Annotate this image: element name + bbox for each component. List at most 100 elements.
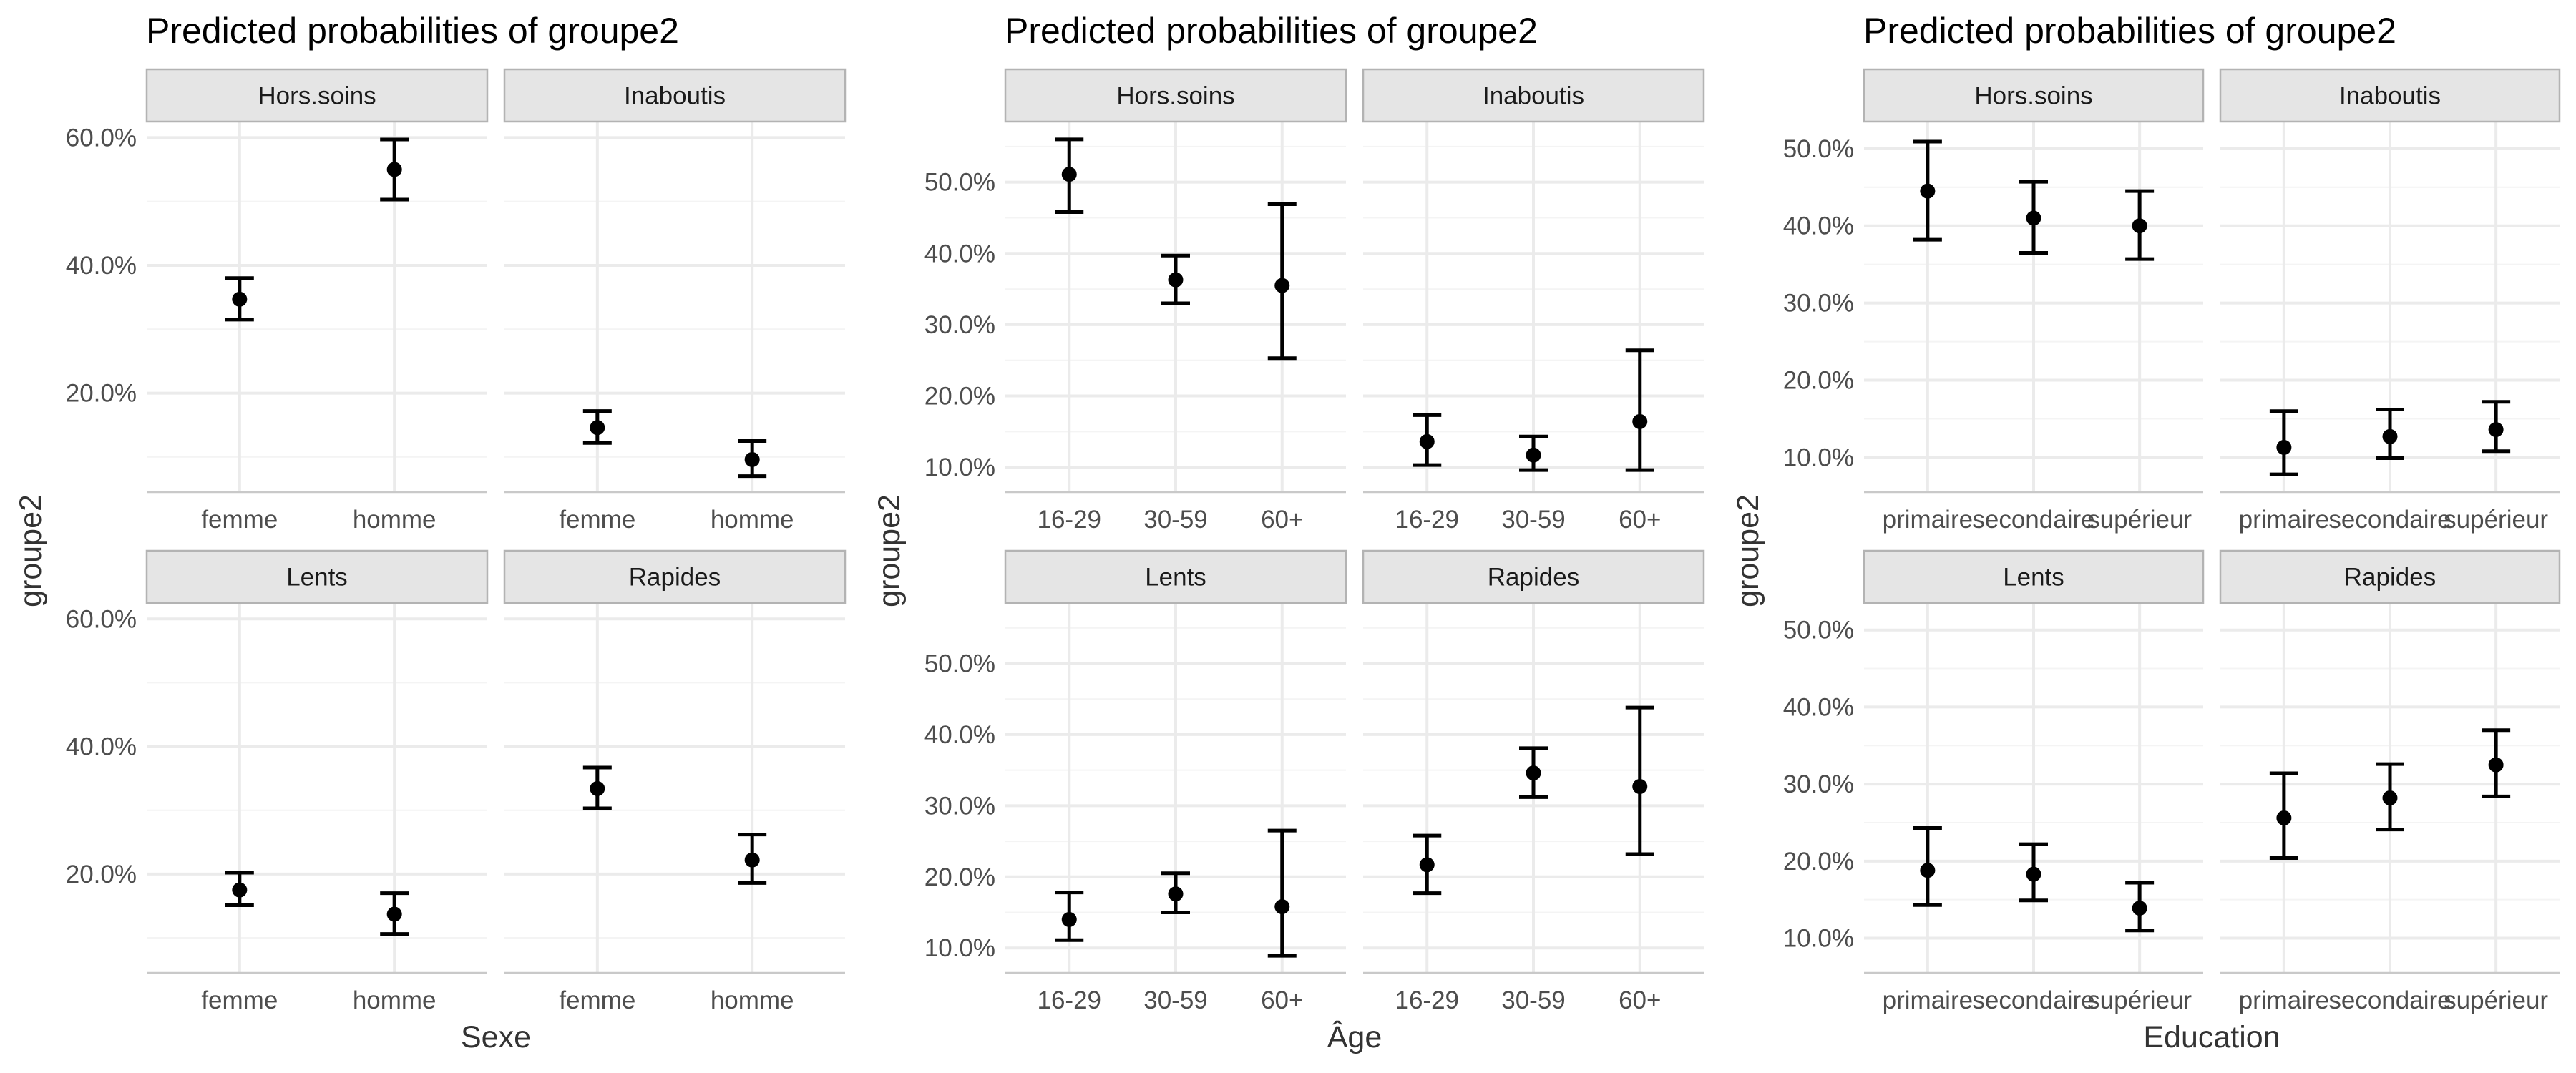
y-tick-label: 20.0% xyxy=(924,383,995,411)
x-tick-label: homme xyxy=(711,506,794,534)
y-tick-label: 20.0% xyxy=(66,380,137,408)
x-tick-label: femme xyxy=(201,506,278,534)
x-tick-label: 30-59 xyxy=(1143,986,1208,1014)
x-tick-label: secondaire xyxy=(2328,986,2451,1014)
data-point xyxy=(1632,413,1648,429)
x-tick-label: 30-59 xyxy=(1501,986,1566,1014)
y-tick-label: 20.0% xyxy=(1783,848,1854,876)
facet-strip xyxy=(1362,549,1705,604)
x-tick-label: 60+ xyxy=(1619,986,1661,1014)
y-tick-label: 40.0% xyxy=(924,721,995,749)
x-tick-label: 60+ xyxy=(1619,506,1661,534)
data-point xyxy=(2382,428,2398,444)
x-tick-label: primaire xyxy=(1883,986,1973,1014)
y-tick-label: 40.0% xyxy=(66,252,137,280)
x-tick-label: 30-59 xyxy=(1143,506,1208,534)
data-point xyxy=(1419,433,1435,449)
x-tick-label: primaire xyxy=(2239,506,2329,534)
x-tick-label: 16-29 xyxy=(1395,506,1459,534)
x-tick-label: 16-29 xyxy=(1395,986,1459,1014)
data-point xyxy=(1274,278,1290,293)
data-point xyxy=(2132,218,2147,234)
x-tick-label: 30-59 xyxy=(1501,506,1566,534)
facet-panel: Hors.soins 10.0% 20.0% 30.0% 40.0% 50.0% prima… xyxy=(1783,68,2205,534)
facet-strip xyxy=(503,549,847,604)
y-axis-title: groupe2 xyxy=(1731,494,1765,607)
x-tick-label: primaire xyxy=(1883,506,1973,534)
facet-label: Rapides xyxy=(629,564,721,592)
facet-strip xyxy=(1004,68,1347,123)
facet-label: Rapides xyxy=(1488,564,1579,592)
data-point xyxy=(386,162,402,177)
x-tick-label: 16-29 xyxy=(1037,506,1101,534)
data-point xyxy=(590,420,605,436)
data-point xyxy=(2276,810,2292,826)
data-point xyxy=(1419,857,1435,873)
y-tick-label: 20.0% xyxy=(66,861,137,888)
data-point xyxy=(2026,210,2041,226)
y-axis-title: groupe2 xyxy=(14,494,48,607)
facet-strip xyxy=(1004,549,1347,604)
x-axis-title: Sexe xyxy=(461,1020,531,1054)
x-tick-label: 60+ xyxy=(1261,986,1303,1014)
facet-label: Lents xyxy=(286,564,348,592)
x-tick-label: supérieur xyxy=(2444,506,2548,534)
facet-strip xyxy=(2219,549,2561,604)
x-axis-title: Education xyxy=(2143,1020,2280,1054)
data-point xyxy=(2488,757,2504,773)
x-tick-label: supérieur xyxy=(2087,506,2192,534)
facet-panel: Inaboutis 16-29 30-59 60+ xyxy=(1362,68,1705,534)
data-point xyxy=(744,852,760,868)
y-tick-label: 10.0% xyxy=(924,454,995,481)
x-tick-label: homme xyxy=(711,986,794,1014)
chart-title: Predicted probabilities of groupe2 xyxy=(146,11,679,51)
x-tick-label: supérieur xyxy=(2444,986,2548,1014)
x-tick-label: secondaire xyxy=(1972,986,2094,1014)
x-tick-label: femme xyxy=(559,986,635,1014)
y-tick-label: 10.0% xyxy=(1783,925,1854,953)
y-tick-label: 50.0% xyxy=(1783,617,1854,645)
x-tick-label: 16-29 xyxy=(1037,986,1101,1014)
data-point xyxy=(1168,886,1184,902)
chart-title: Predicted probabilities of groupe2 xyxy=(1863,11,2396,51)
chart-group-2: Predicted probabilities of groupe2 Hors.s… xyxy=(872,11,1705,1054)
data-point xyxy=(1632,779,1648,795)
facet-panel: Lents 20.0% 40.0% 60.0% femme homme xyxy=(66,549,489,1014)
data-point xyxy=(1920,863,1936,878)
data-point xyxy=(1526,765,1541,781)
y-tick-label: 40.0% xyxy=(924,240,995,268)
data-point xyxy=(2382,790,2398,806)
x-tick-label: femme xyxy=(559,506,635,534)
facet-label: Inaboutis xyxy=(624,82,726,110)
data-point xyxy=(232,291,248,307)
y-tick-label: 20.0% xyxy=(1783,367,1854,395)
x-tick-label: homme xyxy=(353,506,436,534)
x-tick-label: secondaire xyxy=(2328,506,2451,534)
data-point xyxy=(2488,422,2504,438)
data-point xyxy=(2026,866,2041,882)
facet-strip xyxy=(1362,68,1705,123)
facet-strip xyxy=(1863,549,2205,604)
y-tick-label: 30.0% xyxy=(1783,290,1854,318)
y-tick-label: 20.0% xyxy=(924,863,995,891)
facet-strip xyxy=(145,549,489,604)
y-tick-label: 10.0% xyxy=(924,934,995,962)
facet-panel: Lents 10.0% 20.0% 30.0% 40.0% 50.0% primaire se… xyxy=(1783,549,2205,1014)
facet-panel: Hors.soins 10.0% 20.0% 30.0% 40.0% 50.0% 16-29… xyxy=(924,68,1347,534)
facet-panel: Hors.soins 20.0% 40.0% 60.0% femme homme xyxy=(66,68,489,534)
y-tick-label: 30.0% xyxy=(1783,770,1854,798)
y-tick-label: 60.0% xyxy=(66,605,137,633)
y-tick-label: 50.0% xyxy=(924,650,995,678)
facet-label: Hors.soins xyxy=(258,82,376,110)
chart-title: Predicted probabilities of groupe2 xyxy=(1005,11,1538,51)
data-point xyxy=(1061,167,1077,182)
facet-label: Hors.soins xyxy=(1116,82,1234,110)
data-point xyxy=(1920,183,1936,199)
facet-panel: Rapides 16-29 30-59 60+ xyxy=(1362,549,1705,1014)
facet-strip xyxy=(503,68,847,123)
x-tick-label: secondaire xyxy=(1972,506,2094,534)
facet-panel: Rapides femme homme xyxy=(503,549,847,1014)
y-tick-label: 50.0% xyxy=(924,169,995,197)
